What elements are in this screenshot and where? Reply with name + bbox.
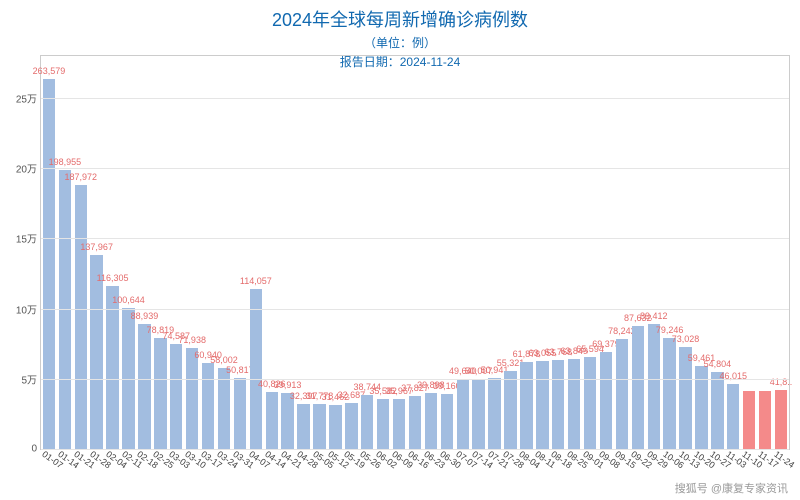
bars-layer: 263,579198,955187,972137,967116,305100,6… (41, 56, 789, 449)
bar (616, 339, 628, 449)
ytick-label: 0 (31, 444, 37, 455)
chart-title: 2024年全球每周新增确诊病例数 (0, 6, 800, 32)
bar-value-label: 187,972 (65, 172, 98, 182)
bar (552, 360, 564, 450)
bar (90, 255, 102, 449)
bar (520, 362, 532, 449)
ytick-label: 10万 (16, 301, 37, 316)
bar (234, 378, 246, 449)
bar (154, 338, 166, 449)
bar (584, 357, 596, 449)
gridline (41, 449, 789, 450)
bar (345, 403, 357, 449)
bar (648, 324, 660, 449)
bar (297, 404, 309, 449)
bar (170, 344, 182, 449)
bar (663, 338, 675, 449)
bar (775, 390, 787, 449)
bar (536, 361, 548, 450)
bar (759, 391, 771, 449)
bar-value-label: 73,028 (672, 334, 700, 344)
bar (329, 405, 341, 449)
gridline (41, 309, 789, 310)
gridline (41, 238, 789, 239)
bar-value-label: 88,939 (131, 311, 159, 321)
bar (441, 394, 453, 449)
bar-value-label: 116,305 (97, 273, 129, 283)
bar (250, 289, 262, 449)
bar (568, 359, 580, 449)
ytick-label: 5万 (21, 371, 37, 386)
bar (138, 324, 150, 449)
ytick-label: 20万 (16, 161, 37, 176)
bar (281, 393, 293, 449)
bar (600, 352, 612, 449)
chart-container: 2024年全球每周新增确诊病例数 （单位：例） 报告日期：2024-11-24 … (0, 0, 800, 500)
bar (43, 79, 55, 449)
bar-value-label: 114,057 (240, 276, 272, 286)
bar (313, 404, 325, 449)
bar (504, 371, 516, 449)
gridline (41, 379, 789, 380)
bar (106, 286, 118, 449)
bar (186, 348, 198, 449)
ytick-label: 25万 (16, 91, 37, 106)
bar (266, 392, 278, 449)
bar-value-label: 71,938 (178, 335, 206, 345)
ytick-label: 15万 (16, 231, 37, 246)
bar-value-label: 100,644 (112, 295, 145, 305)
chart-subtitle: （单位：例） (0, 34, 800, 51)
bar (727, 384, 739, 449)
gridline (41, 168, 789, 169)
bar (377, 399, 389, 449)
bar (488, 378, 500, 449)
bar (75, 185, 87, 449)
bar-value-label: 58,002 (210, 355, 238, 365)
bar (361, 395, 373, 449)
bar (743, 391, 755, 449)
bar (711, 372, 723, 449)
bar-value-label: 54,804 (704, 359, 732, 369)
bar (632, 326, 644, 449)
plot-area: 263,579198,955187,972137,967116,305100,6… (40, 55, 790, 450)
bar-value-label: 46,015 (720, 371, 748, 381)
gridline (41, 98, 789, 99)
bar (409, 396, 421, 449)
bar-value-label: 263,579 (33, 66, 66, 76)
bar-value-label: 39,913 (274, 380, 302, 390)
bar (393, 399, 405, 449)
bar (457, 379, 469, 449)
bar-value-label: 89,412 (640, 311, 668, 321)
bar-value-label: 198,955 (49, 157, 82, 167)
bar (202, 363, 214, 449)
bar (425, 393, 437, 449)
bar (472, 379, 484, 449)
bar-value-label: 137,967 (80, 242, 113, 252)
watermark: 搜狐号 @康复专家资讯 (675, 480, 788, 496)
